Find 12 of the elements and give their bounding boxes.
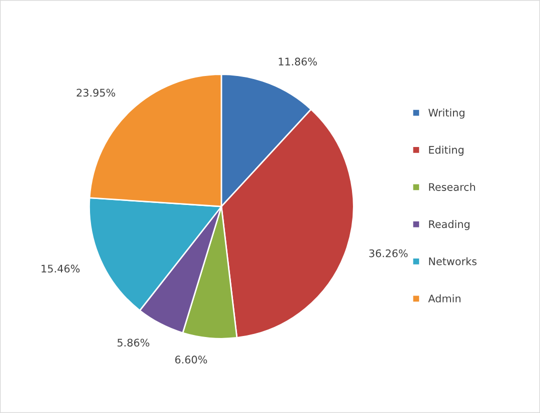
legend-label: Writing <box>428 108 464 119</box>
data-label: 6.60% <box>175 356 207 364</box>
data-label: 23.95% <box>76 88 116 97</box>
legend-label: Research <box>429 182 476 191</box>
data-label: 15.46% <box>42 264 80 273</box>
data-label: 36.26% <box>369 249 408 258</box>
legend-label: Editing <box>429 146 464 156</box>
data-label: 11.86% <box>278 58 317 66</box>
legend-label: Reading <box>429 220 470 230</box>
legend-label: Networks <box>429 257 477 266</box>
data-label: 5.86% <box>118 338 150 347</box>
legend-label: Admin <box>428 294 460 302</box>
